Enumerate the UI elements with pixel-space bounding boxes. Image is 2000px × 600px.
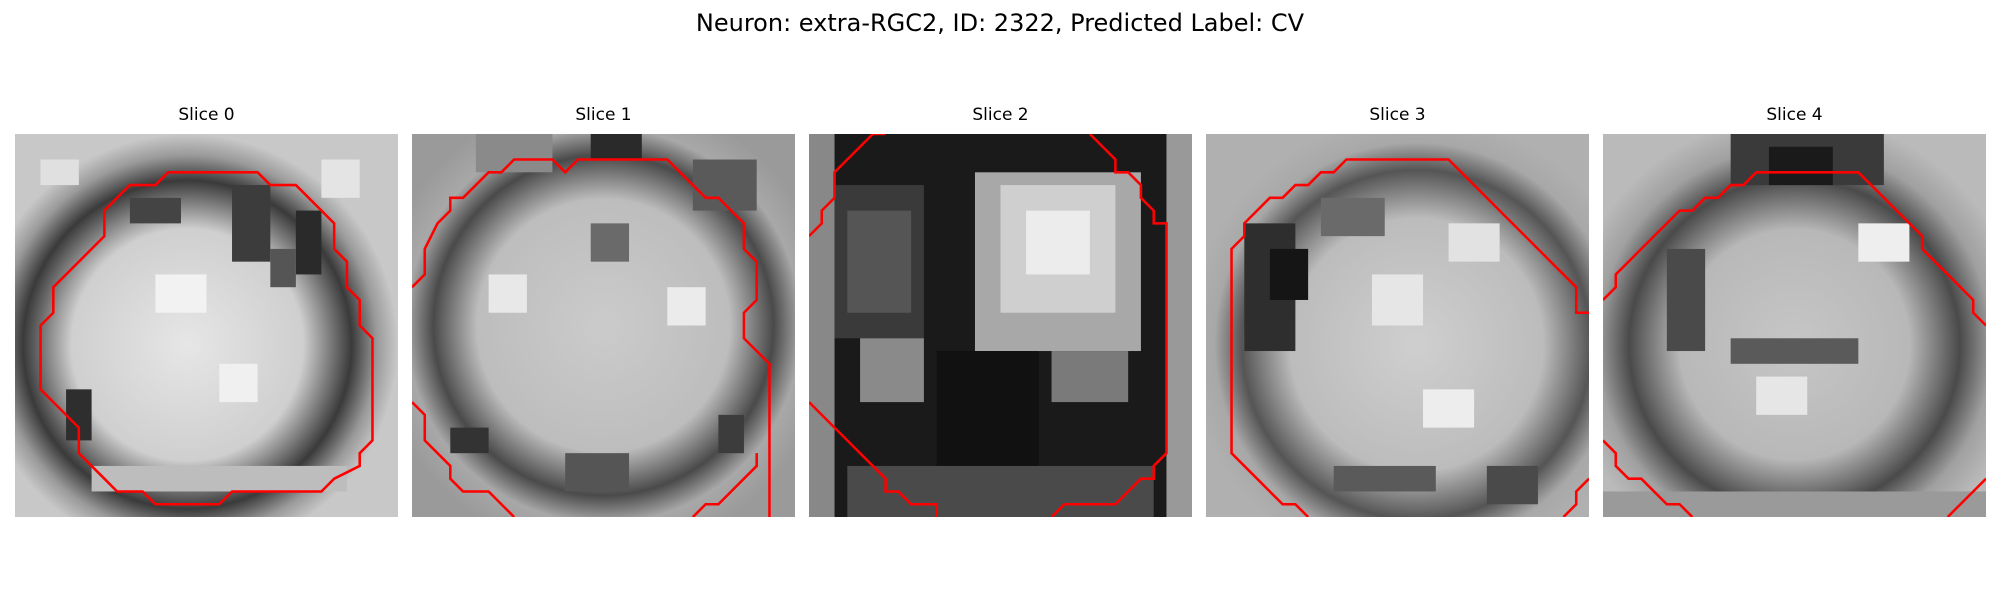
slice-title-0: Slice 0 [178, 105, 235, 125]
slice-panel-2: Slice 2 [809, 104, 1192, 517]
slice-image-0 [15, 134, 398, 517]
slice-image-4 [1603, 134, 1986, 517]
contour-line [1230, 158, 1589, 517]
slice-panel-4: Slice 4 [1603, 104, 1986, 517]
contour-line-lower-right [1562, 477, 1589, 517]
contour-line-lower-left [1603, 439, 1694, 517]
contour-line-upper [412, 158, 771, 517]
slice-image-2 [809, 134, 1192, 517]
slice-title-4: Slice 4 [1766, 105, 1823, 125]
figure-title: Neuron: extra-RGC2, ID: 2322, Predicted … [695, 9, 1305, 37]
slice-title-3: Slice 3 [1369, 105, 1426, 125]
contour-line-lower-left [809, 401, 938, 517]
slice-image-1 [412, 134, 795, 517]
slice-panel-0: Slice 0 [15, 104, 398, 517]
contour-line [39, 171, 374, 506]
slice-title-2: Slice 2 [972, 105, 1029, 125]
slice-image-3 [1206, 134, 1589, 517]
contour-line-upper-left [809, 134, 886, 238]
contour-line-upper [1603, 171, 1986, 327]
contour-line-lower-left [412, 401, 516, 517]
contour-line-lower-right [1946, 477, 1986, 517]
contour-line-lower-right [691, 453, 758, 517]
slice-panel-3: Slice 3 [1206, 104, 1589, 517]
slice-panel-1: Slice 1 [412, 104, 795, 517]
slice-title-1: Slice 1 [575, 105, 632, 125]
contour-line-right [1050, 134, 1168, 517]
